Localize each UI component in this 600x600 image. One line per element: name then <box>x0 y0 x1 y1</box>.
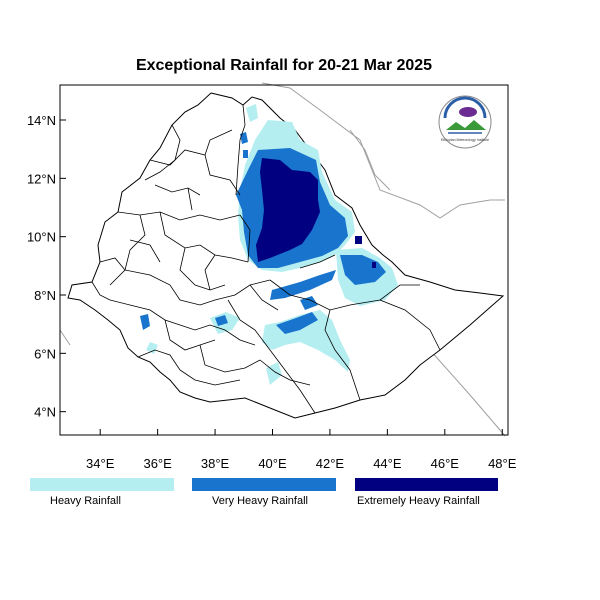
logo-text: Ethiopian Meteorology Institute <box>441 138 489 142</box>
y-tick-label: 10°N <box>27 230 56 245</box>
legend-label-heavy: Heavy Rainfall <box>50 495 121 507</box>
y-tick-label: 14°N <box>27 113 56 128</box>
x-tick-label: 42°E <box>316 456 345 471</box>
extreme-rainfall-areas <box>256 158 376 268</box>
x-tick-label: 38°E <box>201 456 230 471</box>
legend-swatch-heavy <box>30 478 174 491</box>
y-tick-label: 12°N <box>27 171 56 186</box>
x-tick-label: 48°E <box>488 456 517 471</box>
y-tick-label: 6°N <box>34 346 56 361</box>
legend-label-extreme: Extremely Heavy Rainfall <box>357 495 480 507</box>
ethiopian-meteorology-institute-logo: Ethiopian Meteorology Institute <box>438 95 492 149</box>
x-axis: 34°E 36°E 38°E 40°E 42°E 44°E 46°E 48°E <box>86 429 517 471</box>
legend-swatch-extreme <box>355 478 498 491</box>
y-tick-label: 8°N <box>34 288 56 303</box>
y-axis: 4°N 6°N 8°N 10°N 12°N 14°N <box>27 113 66 420</box>
x-tick-label: 36°E <box>143 456 172 471</box>
x-tick-label: 34°E <box>86 456 115 471</box>
x-tick-label: 44°E <box>373 456 402 471</box>
admin-boundaries <box>91 104 441 414</box>
x-tick-label: 40°E <box>258 456 287 471</box>
legend-label-very-heavy: Very Heavy Rainfall <box>212 495 308 507</box>
plot-frame <box>59 84 509 436</box>
legend-swatch-very-heavy <box>192 478 336 491</box>
map-title: Exceptional Rainfall for 20-21 Mar 2025 <box>135 57 433 74</box>
x-tick-label: 46°E <box>431 456 460 471</box>
y-tick-label: 4°N <box>34 405 56 420</box>
